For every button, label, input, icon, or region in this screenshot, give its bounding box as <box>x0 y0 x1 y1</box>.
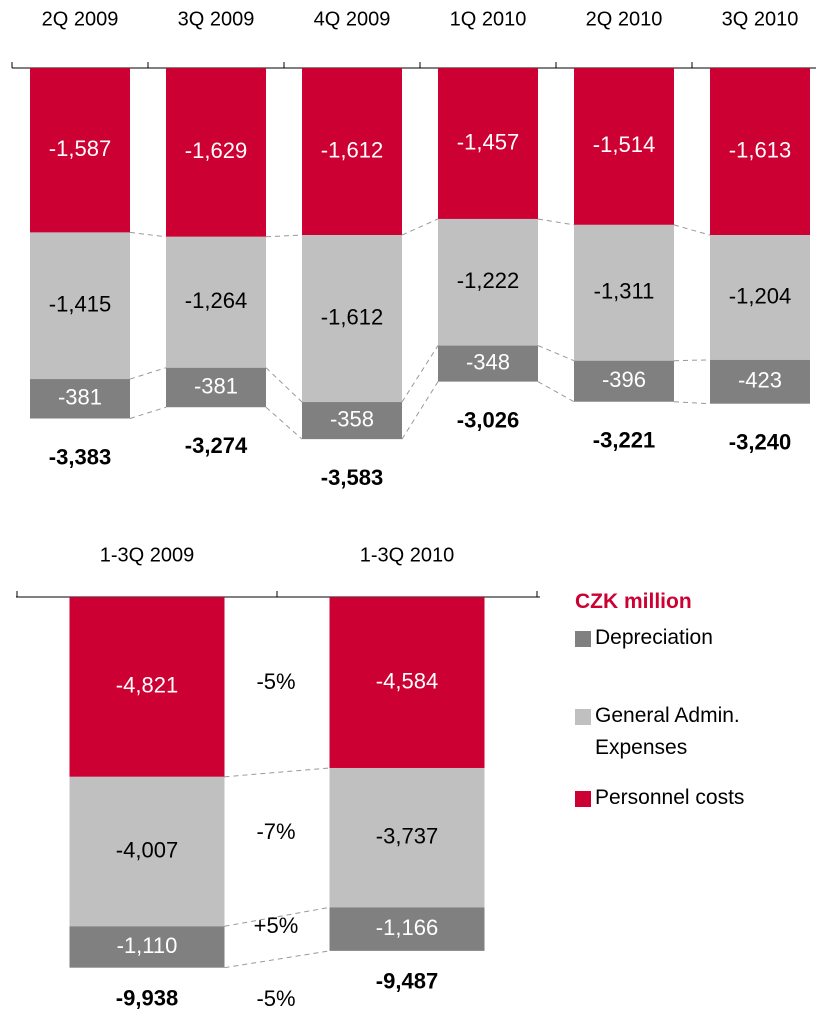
connector <box>673 359 711 362</box>
connector <box>537 218 575 226</box>
total-label: -9,938 <box>116 985 178 1010</box>
bar-segment <box>438 68 538 219</box>
value-label: -423 <box>738 368 782 393</box>
bar-segment <box>30 232 130 380</box>
bar-segment <box>438 218 538 346</box>
connector <box>673 401 711 405</box>
connector <box>537 345 575 362</box>
bar-segment <box>574 68 674 225</box>
legend-swatch <box>575 791 591 807</box>
value-label: -1,415 <box>49 292 111 317</box>
bar-segment <box>69 597 225 777</box>
legend-entry: General Admin. Expenses <box>575 704 795 764</box>
bar-segment <box>329 907 485 951</box>
connector <box>224 950 330 969</box>
bar-segment <box>69 926 225 968</box>
value-label: -1,613 <box>729 137 791 162</box>
x-tick-label: 2Q 2010 <box>586 8 663 30</box>
bar-segment <box>710 68 810 236</box>
legend-label: General Admin. Expenses <box>595 704 740 759</box>
annotation: -5% <box>256 986 295 1011</box>
connector <box>129 406 167 419</box>
bar-segment <box>166 68 266 237</box>
connector <box>537 381 575 403</box>
value-label: -3,737 <box>376 823 438 848</box>
bar-segment <box>166 236 266 368</box>
value-label: -1,110 <box>117 933 178 958</box>
x-tick-label: 1-3Q 2010 <box>360 544 455 566</box>
total-label: -3,026 <box>457 407 519 432</box>
value-label: -396 <box>602 367 646 392</box>
x-tick-label: 1Q 2010 <box>450 8 527 30</box>
bar-segment <box>438 345 538 382</box>
legend-entry: Depreciation <box>575 626 795 654</box>
value-label: -1,311 <box>594 279 655 304</box>
x-tick-label: 2Q 2009 <box>42 8 119 30</box>
bar-segment <box>329 597 485 768</box>
connector <box>673 224 711 236</box>
value-label: -1,587 <box>49 136 111 161</box>
bar-segment <box>166 367 266 408</box>
legend-label: Personnel costs <box>595 786 745 809</box>
annotation: -7% <box>256 819 295 844</box>
connector <box>265 234 303 238</box>
bar-segment <box>302 235 402 403</box>
value-label: -1,457 <box>457 129 519 154</box>
value-label: -381 <box>58 385 102 410</box>
bar-segment <box>30 68 130 233</box>
connector <box>224 767 330 778</box>
value-label: -1,612 <box>321 137 383 162</box>
bar-segment <box>574 360 674 402</box>
value-label: -4,007 <box>116 837 178 862</box>
x-tick-label: 4Q 2009 <box>314 8 391 30</box>
total-label: -3,383 <box>49 444 111 469</box>
value-label: -1,514 <box>593 132 655 157</box>
bar-segment <box>329 767 485 908</box>
value-label: -348 <box>466 349 510 374</box>
value-label: -1,264 <box>185 288 247 313</box>
connector <box>265 367 303 403</box>
x-tick-label: 3Q 2009 <box>178 8 255 30</box>
connector <box>401 345 439 403</box>
bar-segment <box>30 379 130 419</box>
connector <box>129 231 167 238</box>
value-label: -1,166 <box>376 915 438 940</box>
connector <box>401 381 439 440</box>
legend-swatch <box>575 631 591 647</box>
value-label: -1,629 <box>185 138 247 163</box>
annotation: +5% <box>254 913 299 938</box>
value-label: -4,821 <box>116 673 178 698</box>
value-label: -1,204 <box>729 283 791 308</box>
x-tick-label: 3Q 2010 <box>722 8 799 30</box>
total-label: -3,583 <box>321 465 383 490</box>
total-label: -3,221 <box>593 428 655 453</box>
legend-swatch <box>575 709 591 725</box>
value-label: -358 <box>330 406 374 431</box>
bar-segment <box>69 776 225 927</box>
value-label: -381 <box>194 373 238 398</box>
connector <box>401 218 439 236</box>
bar-segment <box>710 235 810 360</box>
value-label: -1,612 <box>321 304 383 329</box>
bar-segment <box>574 224 674 361</box>
legend-title: CZK million <box>575 590 692 613</box>
annotation: -5% <box>256 669 295 694</box>
total-label: -3,240 <box>729 430 791 455</box>
legend-entry: Personnel costs <box>575 786 795 814</box>
total-label: -9,487 <box>376 969 438 994</box>
bar-segment <box>710 359 810 404</box>
bar-segment <box>302 68 402 236</box>
legend-label: Depreciation <box>595 626 713 649</box>
x-tick-label: 1-3Q 2009 <box>100 544 195 566</box>
value-label: -4,584 <box>376 668 438 693</box>
total-label: -3,274 <box>185 433 248 458</box>
connector <box>265 406 303 440</box>
connector <box>129 367 167 380</box>
bar-segment <box>302 402 402 440</box>
value-label: -1,222 <box>457 268 519 293</box>
